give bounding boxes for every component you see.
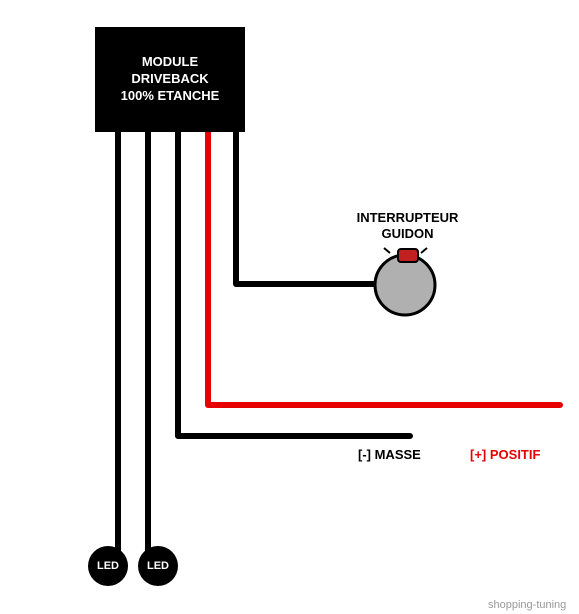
wiring-svg (0, 0, 579, 614)
led-2-label: LED (147, 560, 169, 572)
module-line1: MODULE (142, 54, 198, 71)
switch-label-line1: INTERRUPTEUR (350, 210, 465, 226)
switch-label: INTERRUPTEUR GUIDON (350, 210, 465, 241)
ground-label: [-] MASSE (358, 447, 421, 463)
switch-label-line2: GUIDON (350, 226, 465, 242)
led-1-label: LED (97, 560, 119, 572)
module-line3: 100% ETANCHE (121, 88, 220, 105)
watermark-text: shopping-tuning (488, 599, 566, 611)
led-1: LED (88, 546, 128, 586)
positive-label: [+] POSITIF (470, 447, 540, 463)
module-box: MODULE DRIVEBACK 100% ETANCHE (95, 27, 245, 132)
module-line2: DRIVEBACK (131, 71, 208, 88)
wire-switch (236, 132, 375, 284)
handlebar-switch (375, 248, 435, 315)
led-2: LED (138, 546, 178, 586)
